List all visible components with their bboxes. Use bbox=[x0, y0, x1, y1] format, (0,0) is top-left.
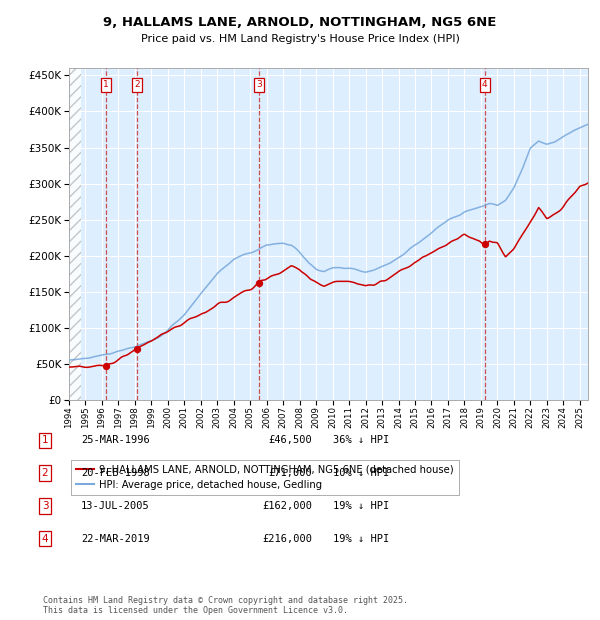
Text: Price paid vs. HM Land Registry's House Price Index (HPI): Price paid vs. HM Land Registry's House … bbox=[140, 34, 460, 44]
Text: 3: 3 bbox=[256, 80, 262, 89]
Text: 2: 2 bbox=[41, 468, 49, 478]
Text: 36% ↓ HPI: 36% ↓ HPI bbox=[333, 435, 389, 445]
Text: Contains HM Land Registry data © Crown copyright and database right 2025.
This d: Contains HM Land Registry data © Crown c… bbox=[43, 596, 408, 615]
Text: 3: 3 bbox=[41, 501, 49, 511]
Text: 9, HALLAMS LANE, ARNOLD, NOTTINGHAM, NG5 6NE: 9, HALLAMS LANE, ARNOLD, NOTTINGHAM, NG5… bbox=[103, 16, 497, 29]
Text: 10% ↓ HPI: 10% ↓ HPI bbox=[333, 468, 389, 478]
Point bbox=[132, 343, 142, 353]
Bar bbox=[69, 68, 82, 400]
Text: 4: 4 bbox=[41, 534, 49, 544]
Text: 13-JUL-2005: 13-JUL-2005 bbox=[81, 501, 150, 511]
Point bbox=[254, 278, 264, 288]
Legend: 9, HALLAMS LANE, ARNOLD, NOTTINGHAM, NG5 6NE (detached house), HPI: Average pric: 9, HALLAMS LANE, ARNOLD, NOTTINGHAM, NG5… bbox=[71, 459, 459, 495]
Text: 25-MAR-1996: 25-MAR-1996 bbox=[81, 435, 150, 445]
Text: 19% ↓ HPI: 19% ↓ HPI bbox=[333, 534, 389, 544]
Text: 2: 2 bbox=[134, 80, 140, 89]
Text: 22-MAR-2019: 22-MAR-2019 bbox=[81, 534, 150, 544]
Point bbox=[480, 239, 490, 249]
Text: £216,000: £216,000 bbox=[262, 534, 312, 544]
Text: £46,500: £46,500 bbox=[268, 435, 312, 445]
Text: 4: 4 bbox=[482, 80, 488, 89]
Text: 20-FEB-1998: 20-FEB-1998 bbox=[81, 468, 150, 478]
Text: £162,000: £162,000 bbox=[262, 501, 312, 511]
Point bbox=[101, 361, 110, 371]
Text: £71,000: £71,000 bbox=[268, 468, 312, 478]
Text: 1: 1 bbox=[41, 435, 49, 445]
Text: 19% ↓ HPI: 19% ↓ HPI bbox=[333, 501, 389, 511]
Text: 1: 1 bbox=[103, 80, 109, 89]
